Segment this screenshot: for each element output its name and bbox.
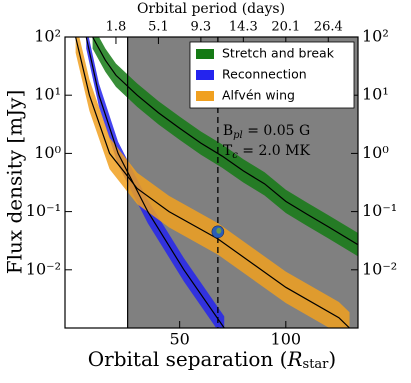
- legend-label: Reconnection: [222, 67, 307, 82]
- legend-label: Alfvén wing: [222, 88, 295, 103]
- y2-tick-label: 10²: [362, 27, 389, 46]
- annotation-base: T: [223, 143, 233, 159]
- y2-tick-label: 10⁻¹: [362, 201, 397, 220]
- x-label-text: Orbital separation (: [88, 347, 288, 371]
- earth-land: [216, 227, 222, 234]
- x-axis-label: Orbital separation (Rstar): [88, 347, 336, 372]
- y2-tick-label: 10¹: [362, 85, 389, 104]
- x-tick-label: 100: [271, 330, 302, 349]
- annotation-base: B: [223, 123, 233, 139]
- legend-label: Stretch and break: [222, 46, 335, 61]
- annotation-rest: = 2.0 MK: [238, 143, 311, 159]
- top-tick-label: 1.8: [106, 20, 127, 35]
- top-tick-label: 26.4: [314, 20, 343, 35]
- y-tick-label: 10⁻¹: [26, 201, 61, 220]
- annotation-sub: c: [232, 150, 238, 161]
- legend-box: [189, 41, 355, 109]
- uncertainty-band: [92, 37, 358, 257]
- legend-swatch: [196, 49, 214, 59]
- legend-swatch: [196, 91, 214, 101]
- y-tick-label: 10²: [34, 27, 61, 46]
- x-label-var: R: [286, 347, 302, 371]
- top-tick-label: 5.1: [148, 20, 169, 35]
- y-axis-label: Flux density [mJy]: [3, 90, 27, 275]
- annotation-sub: pl: [233, 130, 243, 141]
- y2-tick-label: 10⁻²: [362, 259, 397, 278]
- legend-swatch: [196, 70, 214, 80]
- top-tick-label: 14.3: [229, 20, 258, 35]
- top-tick-label: 20.1: [271, 20, 300, 35]
- axes-frame: [64, 36, 359, 329]
- x-label-end: ): [328, 347, 336, 371]
- y2-tick-label: 10⁰: [362, 143, 389, 162]
- model-line: [75, 37, 350, 328]
- y-tick-label: 10¹: [34, 85, 61, 104]
- top-tick-label: 9.3: [191, 20, 212, 35]
- annotation: Tc = 2.0 MK: [223, 143, 311, 161]
- annotation-rest: = 0.05 G: [243, 123, 310, 139]
- x-tick-label: 50: [169, 330, 189, 349]
- y-tick-label: 10⁰: [34, 143, 61, 162]
- model-line: [92, 37, 358, 246]
- annotation: Bpl = 0.05 G: [223, 123, 310, 141]
- uncertainty-band: [86, 37, 225, 328]
- y-tick-label: 10⁻²: [26, 259, 61, 278]
- uncertainty-band: [75, 37, 350, 328]
- x-label-sub: star: [303, 357, 330, 372]
- top-axis-title: Orbital period (days): [137, 1, 285, 17]
